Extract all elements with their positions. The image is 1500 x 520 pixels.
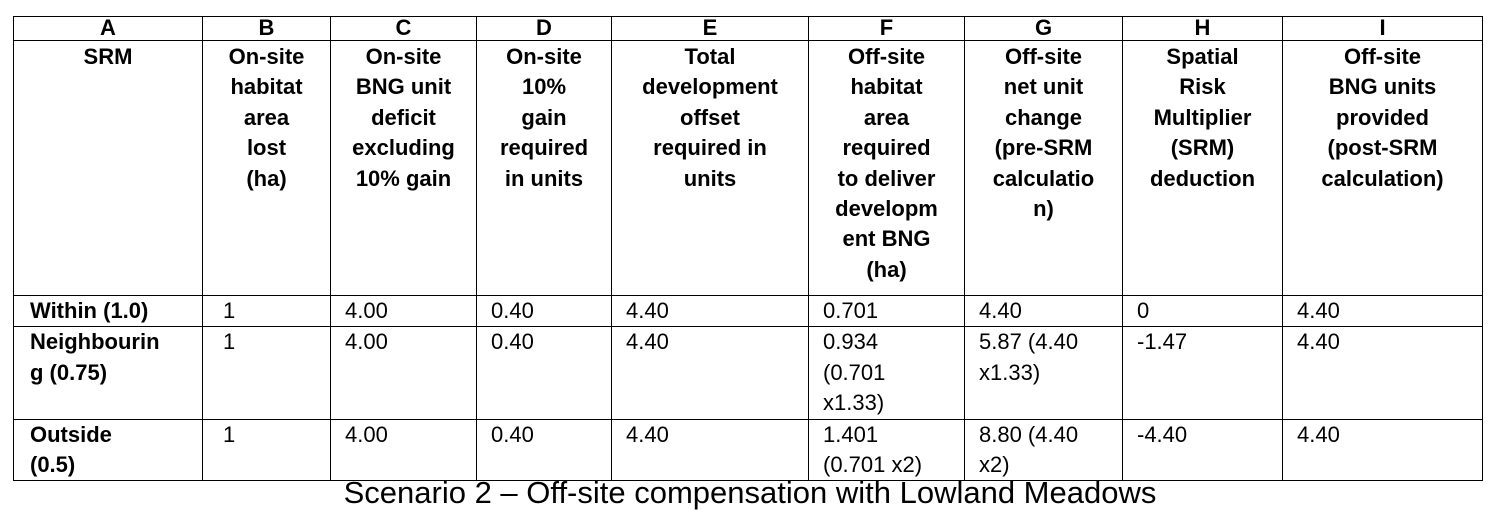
value-cell: 4.40 <box>1282 294 1483 328</box>
value-cell: 0.701 <box>808 294 965 328</box>
column-letter-cell: E <box>611 16 809 41</box>
column-letter-cell: D <box>476 16 612 41</box>
header-cell: Off-site habitat area required to deliver dev… <box>808 40 965 296</box>
value-cell: 1.401 (0.701 x2) <box>808 418 965 482</box>
header-cell: Spatial Risk Multiplier (SRM) deduction <box>1122 40 1283 296</box>
value-cell: 0.40 <box>476 294 612 328</box>
column-letter-cell: C <box>330 16 477 41</box>
value-cell: -1.47 <box>1122 326 1283 420</box>
column-letter-cell: I <box>1282 16 1483 41</box>
value-cell: 8.80 (4.40 x2) <box>964 418 1123 482</box>
value-cell: 4.40 <box>964 294 1123 328</box>
value-cell: 5.87 (4.40 x1.33) <box>964 326 1123 420</box>
table-caption: Scenario 2 – Off-site compensation with … <box>343 475 1157 510</box>
value-cell: 4.40 <box>1282 326 1483 420</box>
value-cell: 0.40 <box>476 418 612 482</box>
header-cell: On-site habitat area lost (ha) <box>202 40 331 296</box>
header-cell: On-site 10% gain required in units <box>476 40 612 296</box>
value-cell: 4.00 <box>330 294 477 328</box>
value-cell: 4.40 <box>611 418 809 482</box>
table-row: Outside (0.5) 1 4.00 0.40 4.40 1.401 (0.701 x2)… <box>13 418 1483 482</box>
value-cell: 4.00 <box>330 418 477 482</box>
value-cell: 4.00 <box>330 326 477 420</box>
table-row: Neighbourin g (0.75) 1 4.00 0.40 4.40 0.934 (0.… <box>13 326 1483 420</box>
row-label-cell: Within (1.0) <box>13 294 203 328</box>
header-cell: Total development offset required in units <box>611 40 809 296</box>
table-row: Within (1.0) 1 4.00 0.40 4.40 0.701 4.40 0 4.40 <box>13 294 1483 328</box>
value-cell: 1 <box>202 294 331 328</box>
value-cell: 0 <box>1122 294 1283 328</box>
column-letter-cell: F <box>808 16 965 41</box>
header-cell: On-site BNG unit deficit excluding 10% gain <box>330 40 477 296</box>
value-cell: -4.40 <box>1122 418 1283 482</box>
header-cell: Off-site net unit change (pre-SRM calculatio… <box>964 40 1123 296</box>
column-letter-cell: A <box>13 16 203 41</box>
header-cell-srm: SRM <box>13 40 203 296</box>
value-cell: 0.934 (0.701 x1.33) <box>808 326 965 420</box>
header-cell: Off-site BNG units provided (post-SRM calcul… <box>1282 40 1483 296</box>
value-cell: 1 <box>202 418 331 482</box>
column-letter-cell: H <box>1122 16 1283 41</box>
value-cell: 4.40 <box>1282 418 1483 482</box>
column-letter-cell: B <box>202 16 331 41</box>
row-label-cell: Outside (0.5) <box>13 418 203 482</box>
value-cell: 0.40 <box>476 326 612 420</box>
row-label-cell: Neighbourin g (0.75) <box>13 326 203 420</box>
value-cell: 4.40 <box>611 294 809 328</box>
header-row: SRM On-site habitat area lost (ha) On-site BNG … <box>13 40 1483 296</box>
column-letter-cell: G <box>964 16 1123 41</box>
value-cell: 1 <box>202 326 331 420</box>
value-cell: 4.40 <box>611 326 809 420</box>
